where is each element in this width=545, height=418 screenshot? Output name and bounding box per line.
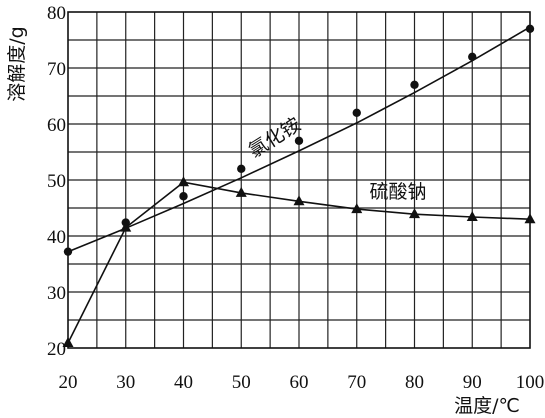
x-tick-label: 90 (463, 372, 482, 393)
data-point-circle (294, 136, 304, 145)
y-tick-label: 80 (47, 3, 66, 24)
data-point-triangle (351, 203, 363, 214)
x-axis-label: 温度/℃ (454, 395, 520, 417)
data-point-triangle (293, 195, 305, 206)
data-point-triangle (235, 186, 247, 197)
x-tick-label: 100 (516, 372, 545, 393)
tick-labels: 20 30 40 50 60 70 80 90 100 20 30 40 50 60 70 80 (47, 3, 544, 393)
data-point-circle (179, 192, 188, 201)
y-tick-label: 70 (47, 59, 66, 80)
data-point-circle (63, 247, 73, 256)
series-label-ammonium-chloride: 氯化铵 (245, 113, 305, 162)
data-point-circle (352, 108, 361, 118)
grid (68, 12, 530, 348)
data-point-triangle (178, 176, 189, 187)
data-point-circle (410, 80, 419, 90)
data-point-circle (525, 24, 535, 33)
x-tick-label: 50 (232, 372, 251, 393)
plot-frame (67, 11, 531, 349)
data-point-circle (468, 52, 477, 61)
x-tick-label: 20 (59, 372, 78, 393)
y-tick-label: 60 (47, 115, 66, 136)
y-tick-label: 50 (47, 171, 66, 192)
y-axis-label: 溶解度/g (6, 26, 28, 101)
series-line-0 (67, 26, 531, 253)
data-point-triangle (524, 213, 536, 224)
x-tick-label: 40 (174, 372, 193, 393)
y-tick-label: 20 (47, 339, 66, 360)
data-point-triangle (62, 336, 74, 347)
series-layer (62, 24, 536, 347)
x-tick-label: 70 (347, 372, 366, 393)
y-tick-label: 40 (47, 227, 66, 248)
x-tick-label: 80 (405, 372, 424, 393)
data-point-triangle (409, 208, 420, 219)
x-tick-label: 30 (116, 372, 135, 393)
series-label-sodium-sulfate: 硫酸钠 (369, 181, 426, 203)
data-point-circle (237, 164, 246, 173)
x-tick-label: 60 (290, 372, 309, 393)
data-point-triangle (466, 210, 478, 221)
y-tick-label: 30 (47, 283, 66, 304)
data-point-triangle (120, 221, 132, 232)
